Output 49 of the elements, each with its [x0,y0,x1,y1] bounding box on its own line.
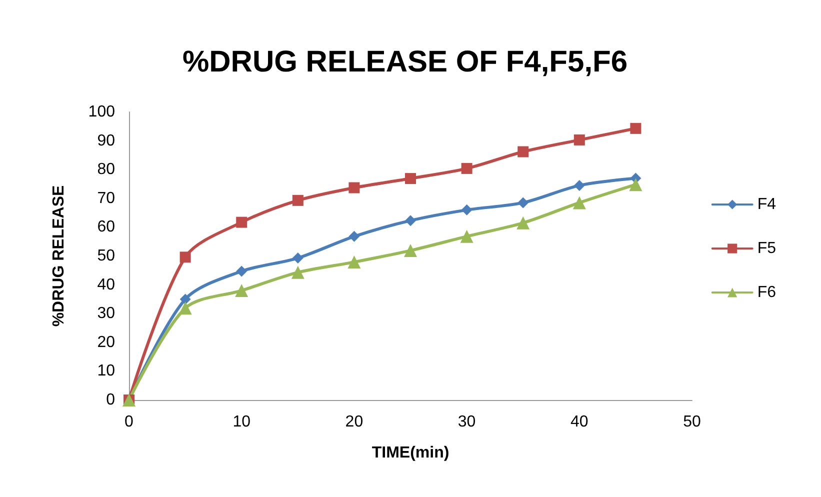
y-tick-label: 50 [97,248,116,264]
x-tick-label: 50 [683,414,701,430]
point [405,215,416,226]
x-tick-label: 30 [458,414,476,430]
legend-label: F6 [757,284,776,301]
y-tick-label: 40 [97,276,116,294]
y-tick-label: 10 [97,362,116,380]
point [461,204,472,216]
y-axis-title: %DRUG RELEASE [50,185,68,327]
point [291,266,304,279]
x-axis-title: TIME(min) [372,444,450,462]
point [460,230,474,243]
point [572,196,586,210]
legend-label: F5 [757,240,776,257]
point [404,244,417,258]
legend-label: F4 [757,196,776,213]
point [235,284,248,298]
point [518,146,529,158]
point [236,266,248,277]
point [178,302,192,315]
y-tick-label: 80 [97,161,116,178]
point [292,252,304,264]
point [629,178,642,192]
point [236,216,248,228]
y-tick-label: 90 [97,132,116,150]
point [292,194,304,206]
y-tick-label: 60 [97,218,116,236]
point [574,134,585,146]
x-tick-label: 0 [124,414,134,430]
y-tick-label: 0 [106,392,116,408]
point [630,122,642,134]
y-tick-label: 30 [97,305,116,322]
x-tick-label: 20 [345,414,364,430]
x-tick-label: 40 [570,414,588,430]
point [180,252,191,263]
point [180,294,191,305]
point [516,216,530,230]
point [518,197,529,208]
y-tick-label: 100 [88,104,116,120]
point [348,182,360,194]
point [348,230,360,242]
x-tick-label: 10 [232,414,251,430]
point [348,256,361,269]
point [405,173,416,184]
point [574,180,585,191]
y-tick-label: 70 [97,190,116,207]
y-tick-label: 20 [97,334,116,351]
point [461,162,472,174]
chart-title: %DRUG RELEASE OF F4,F5,F6 [182,46,628,78]
